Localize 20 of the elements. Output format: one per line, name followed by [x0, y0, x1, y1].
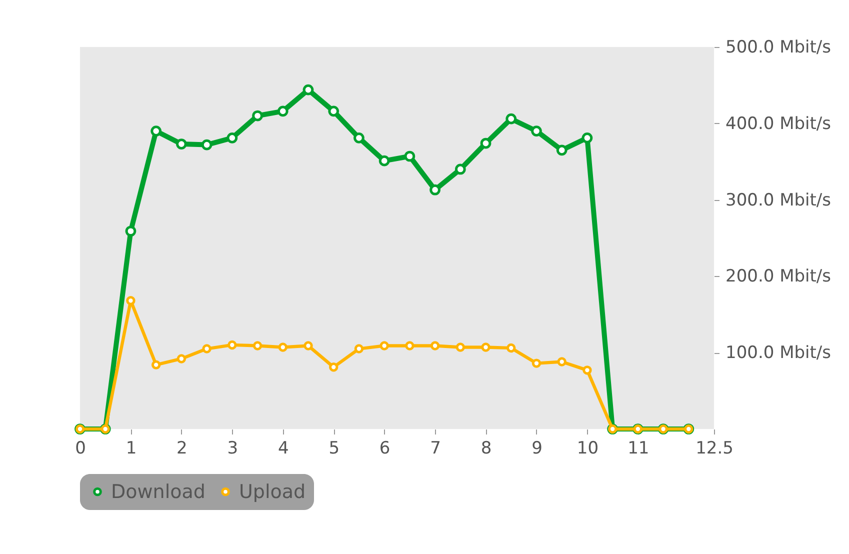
x-tick-label: 12.5	[696, 438, 734, 458]
y-tick-label: 300.0 Mbit/s	[726, 190, 832, 210]
x-tick-label: 9	[532, 438, 542, 458]
x-tick-label: 5	[328, 438, 340, 458]
legend-label: Upload	[239, 480, 306, 503]
x-tick-label: 1	[126, 438, 137, 458]
x-tick-label: 8	[480, 438, 492, 458]
x-tick-label: 6	[379, 438, 390, 458]
x-tick-label: 11	[628, 438, 650, 458]
y-tick-label: 500.0 Mbit/s	[726, 38, 832, 58]
y-tick-label: 400.0 Mbit/s	[726, 114, 832, 134]
y-tick-label: 200.0 Mbit/s	[726, 266, 832, 287]
x-tick-label: 0	[75, 438, 86, 458]
x-tick-label: 3	[227, 438, 238, 458]
x-tick-label: 10	[576, 438, 599, 458]
x-tick-label: 2	[176, 438, 188, 458]
y-tick-label: 100.0 Mbit/s	[726, 343, 832, 364]
legend-label: Download	[111, 480, 206, 503]
x-tick-label: 4	[278, 438, 289, 458]
x-tick-label: 7	[430, 438, 441, 458]
